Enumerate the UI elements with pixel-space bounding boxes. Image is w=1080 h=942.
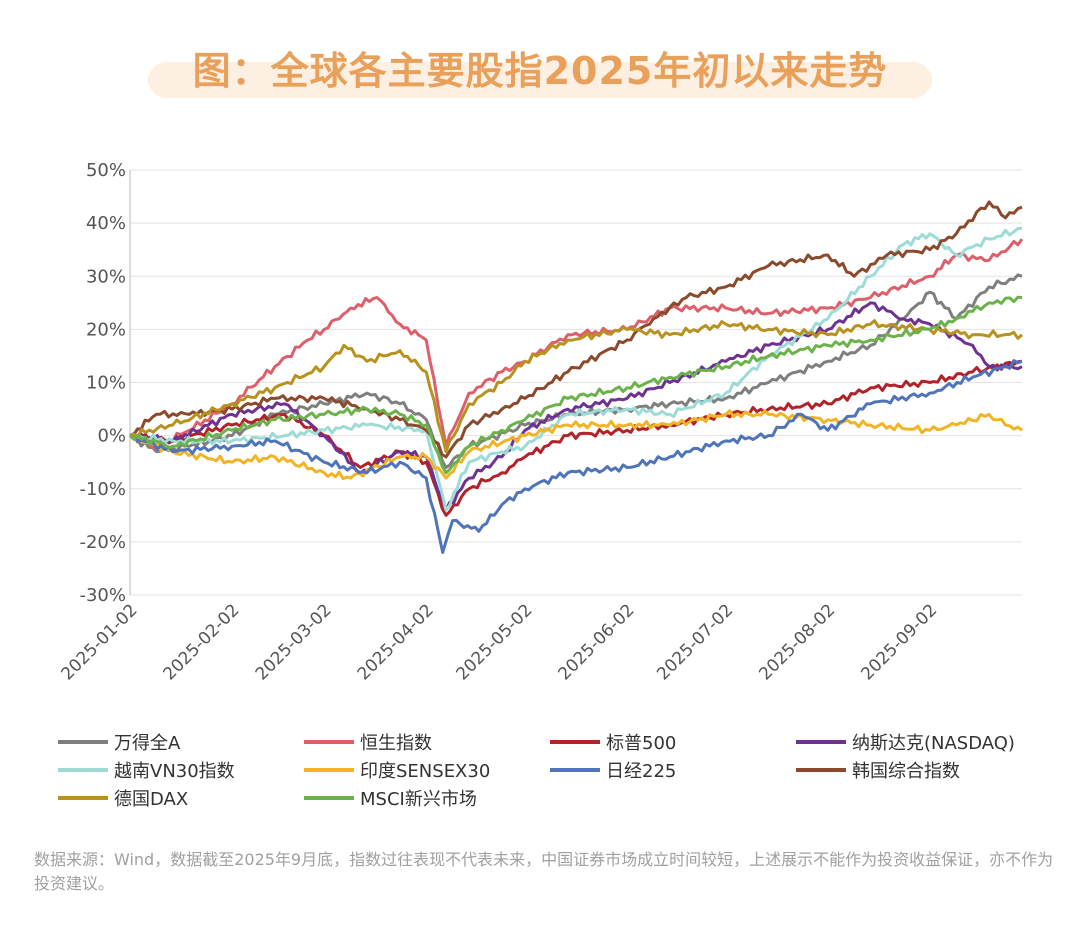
x-axis-ticks: 2025-01-02 2025-02-02 2025-03-02 2025-04-02… — [58, 600, 942, 684]
series-line — [129, 301, 1023, 512]
legend-label: 越南VN30指数 — [114, 761, 235, 782]
legend-swatch — [550, 768, 600, 772]
legend-item: 越南VN30指数 — [58, 756, 235, 784]
legend-swatch — [550, 740, 600, 744]
series-line — [129, 238, 1024, 450]
legend-item: 印度SENSEX30 — [304, 756, 490, 784]
y-tick-label: 30% — [86, 266, 126, 287]
x-tick-label: 2025-08-02 — [755, 600, 839, 684]
y-tick-label: -10% — [79, 479, 126, 500]
grid-lines — [129, 169, 1022, 596]
legend-swatch — [304, 740, 354, 744]
y-axis-ticks: 50% 40% 30% 20% 10% 0% -10% -20% -30% — [79, 160, 126, 606]
legend-swatch — [796, 740, 846, 744]
legend-label: MSCI新兴市场 — [360, 789, 477, 810]
series-line — [129, 226, 1023, 512]
legend-label: 德国DAX — [114, 789, 189, 810]
series-line — [129, 359, 1023, 517]
legend-item: 德国DAX — [58, 784, 188, 812]
legend-swatch — [58, 796, 108, 800]
series-line — [129, 409, 1023, 481]
x-tick-label: 2025-05-02 — [453, 600, 537, 684]
legend-swatch — [304, 768, 354, 772]
title-highlight — [148, 62, 932, 98]
x-tick-label: 2025-07-02 — [653, 600, 737, 684]
x-tick-label: 2025-03-02 — [252, 600, 336, 684]
legend-swatch — [58, 740, 108, 744]
series-line — [128, 295, 1023, 475]
legend-label: 标普500 — [606, 733, 677, 754]
legend-item: MSCI新兴市场 — [304, 784, 477, 812]
series-line — [129, 359, 1023, 554]
y-tick-label: 10% — [86, 373, 126, 394]
x-tick-label: 2025-04-02 — [354, 600, 438, 684]
y-tick-label: -30% — [79, 585, 126, 606]
series-lines — [128, 200, 1024, 554]
legend-swatch — [796, 768, 846, 772]
legend-item: 韩国综合指数 — [796, 756, 960, 784]
y-tick-label: 20% — [86, 319, 126, 340]
legend-item: 纳斯达克(NASDAQ) — [796, 728, 1015, 756]
legend-label: 万得全A — [114, 733, 181, 754]
x-tick-label: 2025-09-02 — [857, 600, 941, 684]
source-footnote: 数据来源：Wind，数据截至2025年9月底，指数过往表现不代表未来，中国证券市… — [34, 850, 1054, 893]
legend-item: 日经225 — [550, 756, 676, 784]
legend-item: 标普500 — [550, 728, 676, 756]
line-chart: 50% 40% 30% 20% 10% 0% -10% -20% -30% 2025-01-02… — [58, 160, 1024, 684]
y-tick-label: 50% — [86, 160, 126, 181]
legend-item: 恒生指数 — [304, 728, 432, 756]
series-line — [129, 319, 1024, 454]
legend-swatch — [304, 796, 354, 800]
legend-label: 恒生指数 — [360, 733, 432, 754]
x-tick-label: 2025-02-02 — [160, 600, 244, 684]
legend-swatch — [58, 768, 108, 772]
chart-title: 图：全球各主要股指2025年初以来走势 — [192, 49, 888, 93]
legend-label: 日经225 — [606, 761, 677, 782]
y-tick-label: 0% — [97, 426, 126, 447]
y-tick-label: -20% — [79, 532, 126, 553]
legend-item: 万得全A — [58, 728, 180, 756]
x-tick-label: 2025-01-02 — [58, 600, 142, 684]
legend-label: 纳斯达克(NASDAQ) — [852, 733, 1015, 754]
legend-label: 印度SENSEX30 — [360, 761, 491, 782]
legend-label: 韩国综合指数 — [852, 761, 960, 782]
series-line — [129, 200, 1023, 459]
y-tick-label: 40% — [86, 213, 126, 234]
x-tick-label: 2025-06-02 — [555, 600, 639, 684]
